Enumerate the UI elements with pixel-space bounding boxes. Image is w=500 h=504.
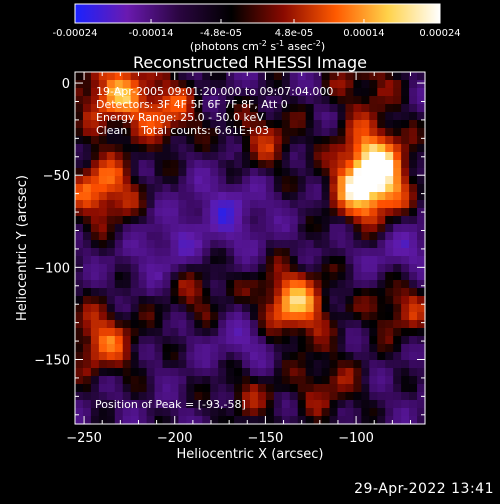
colorbar-tick-label: -0.00014 xyxy=(129,28,174,39)
annotation-detectors: Detectors: 3F 4F 5F 6F 7F 8F, Att 0 xyxy=(96,98,288,111)
plot-frame xyxy=(74,71,426,425)
plot-axes: −250 −200 −150 −100 0 −50 −100 −150 xyxy=(34,72,425,446)
colorbar-unit-label: (photons cm-2 s-1 asec-2) xyxy=(190,39,325,54)
colorbar-tick-label: -0.00024 xyxy=(53,28,98,39)
y-tick-label: 0 xyxy=(62,77,70,92)
y-axis-label: Heliocentric Y (arcsec) xyxy=(15,175,30,321)
annotation-block: 19-Apr-2005 09:01:20.000 to 09:07:04.000… xyxy=(95,85,333,411)
colorbar-ticks: -0.00024 -0.00014 -4.8e-05 4.8e-05 0.00014 0.… xyxy=(53,19,461,39)
x-axis-label: Heliocentric X (arcsec) xyxy=(177,447,324,462)
rhessi-image xyxy=(75,72,426,425)
colorbar-gradient xyxy=(74,3,441,24)
x-tick-label: −250 xyxy=(66,431,102,446)
y-tick-label: −50 xyxy=(43,169,70,184)
peak-position-label: Position of Peak = [-93,-58] xyxy=(95,398,246,411)
footer-timestamp: 29-Apr-2022 13:41 xyxy=(354,481,494,497)
y-tick-label: −150 xyxy=(34,353,70,368)
x-tick-label: −150 xyxy=(248,431,284,446)
y-tick-label: −100 xyxy=(34,261,70,276)
x-tick-label: −200 xyxy=(157,431,193,446)
annotation-clean-counts: Clean Total counts: 6.61E+03 xyxy=(96,124,269,137)
annotation-energy-range: Energy Range: 25.0 - 50.0 keV xyxy=(96,111,264,124)
colorbar-tick-label: 0.00024 xyxy=(419,28,460,39)
colorbar-tick-label: 4.8e-05 xyxy=(275,28,313,39)
plot-title: Reconstructed RHESSI Image xyxy=(133,53,367,72)
colorbar-tick-label: 0.00014 xyxy=(343,28,384,39)
annotation-time-range: 19-Apr-2005 09:01:20.000 to 09:07:04.000 xyxy=(96,85,333,98)
x-tick-label: −100 xyxy=(338,431,374,446)
colorbar-tick-label: -4.8e-05 xyxy=(200,28,242,39)
colorbar: -0.00024 -0.00014 -4.8e-05 4.8e-05 0.00014 0.… xyxy=(53,3,461,54)
